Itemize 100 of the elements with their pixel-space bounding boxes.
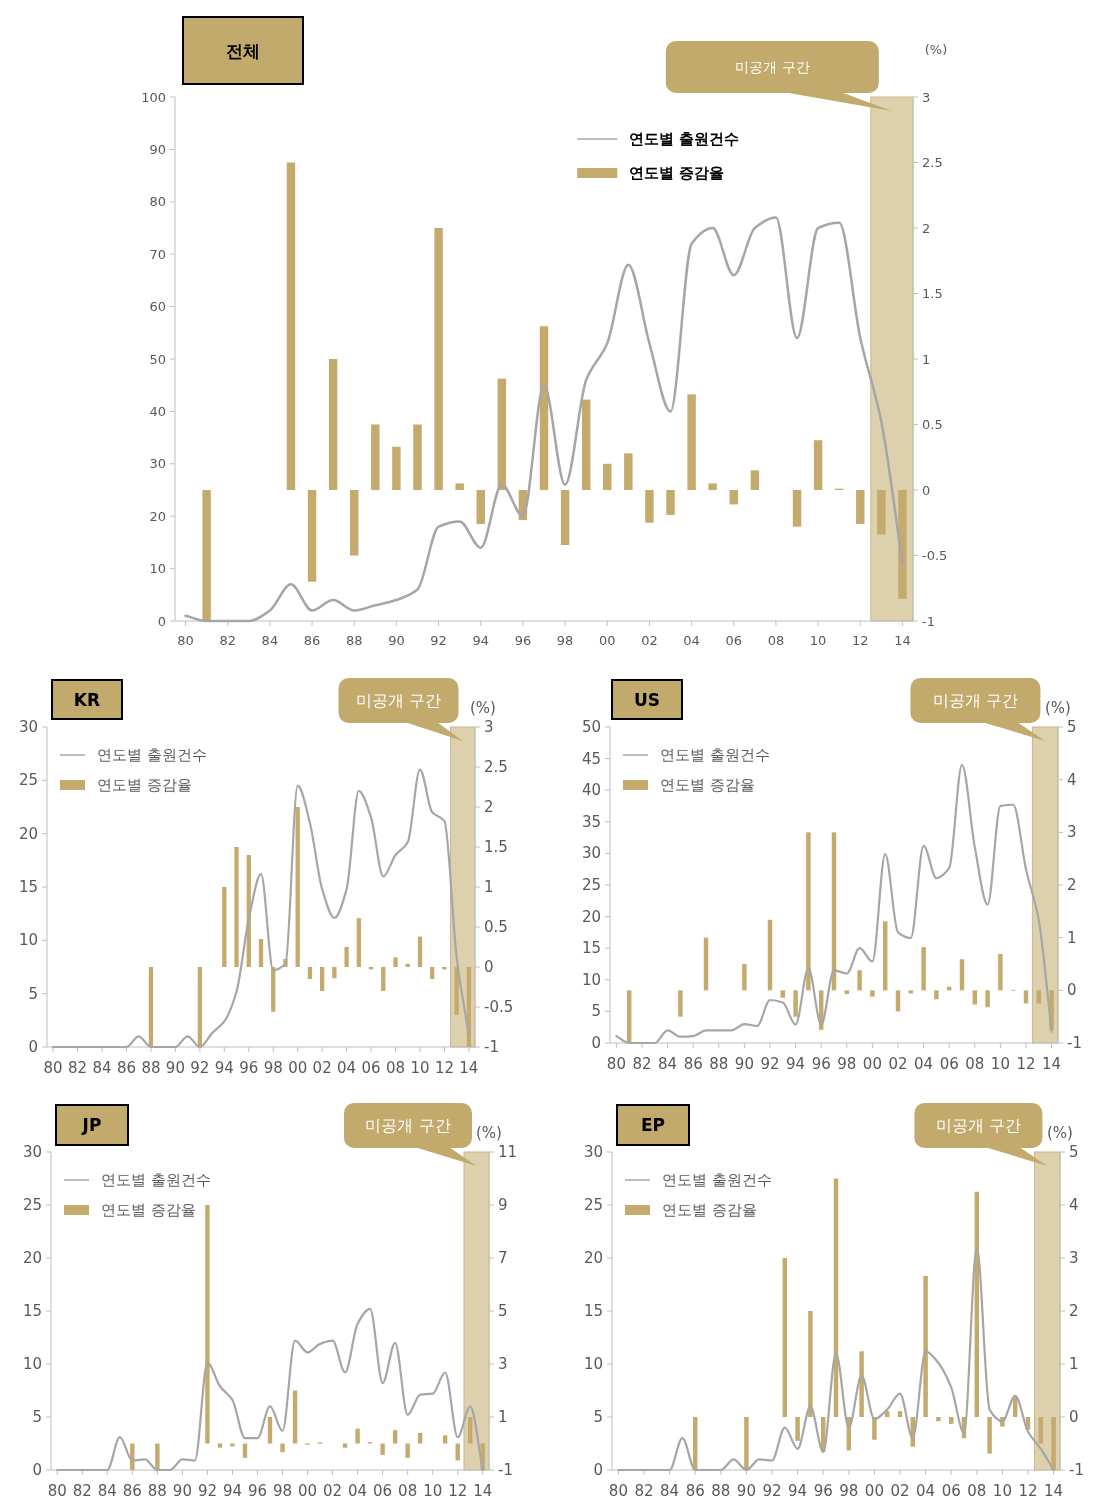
x-tick-label: 08 [385, 1059, 406, 1077]
bar [898, 490, 907, 599]
y2-tick-label: 0 [1069, 1408, 1079, 1426]
band-label: 미공개 구간 [365, 1116, 451, 1135]
x-tick-label: 86 [122, 1482, 142, 1500]
x-tick-label: 02 [890, 1482, 910, 1500]
x-tick-label: 84 [658, 1055, 678, 1073]
x-tick-label: 84 [261, 632, 279, 648]
x-tick-label: 86 [303, 632, 321, 648]
y2-tick-label: 5 [498, 1302, 508, 1320]
legend-label: 연도별 출원건수 [629, 130, 740, 148]
x-tick-label: 06 [361, 1059, 381, 1077]
x-tick-label: 06 [941, 1482, 961, 1500]
x-tick-label: 00 [862, 1055, 882, 1073]
bar [292, 1390, 298, 1444]
y-tick-label: 10 [583, 1355, 603, 1373]
x-tick-label: 98 [263, 1059, 283, 1077]
bar [443, 1435, 448, 1444]
y2-tick-label: 0 [484, 958, 494, 976]
y-tick-label: 15 [583, 1302, 603, 1320]
x-tick-label: 80 [177, 632, 194, 648]
x-tick-label: 90 [734, 1055, 754, 1073]
y2-tick-label: 1 [1069, 1355, 1079, 1373]
bar [948, 1417, 954, 1424]
x-tick-label: 10 [990, 1055, 1010, 1073]
bar [808, 1311, 813, 1417]
y2-tick-label: -1 [498, 1461, 513, 1479]
bar [258, 939, 264, 967]
y-tick-label: 30 [581, 844, 601, 863]
bar [678, 990, 683, 1017]
x-tick-label: 88 [345, 632, 363, 648]
legend-label: 연도별 증감율 [662, 1201, 757, 1219]
bar [497, 378, 507, 490]
y-tick-label: 0 [591, 1034, 601, 1052]
y-tick-label: 20 [149, 508, 166, 524]
x-tick-label: 12 [448, 1482, 468, 1500]
y2-tick-label: 0.5 [922, 417, 943, 432]
x-tick-label: 12 [1016, 1055, 1036, 1073]
x-tick-label: 82 [219, 632, 236, 648]
bar [877, 490, 886, 535]
x-tick-label: 88 [147, 1482, 167, 1500]
bar [792, 490, 802, 527]
x-tick-label: 12 [434, 1059, 454, 1077]
legend-label: 연도별 출원건수 [662, 1171, 772, 1189]
bar [1036, 990, 1042, 1004]
y2-tick-label: 2 [922, 220, 931, 236]
chart-title: EP [640, 1115, 666, 1135]
bar [708, 483, 717, 490]
bar [857, 970, 862, 991]
bar [560, 490, 570, 546]
bar [417, 936, 423, 967]
y-tick-label: 80 [149, 194, 166, 210]
legend-label: 연도별 증감율 [97, 776, 192, 794]
x-tick-label: 12 [852, 632, 869, 648]
legend-label: 연도별 증감율 [629, 164, 725, 182]
x-tick-label: 80 [47, 1482, 67, 1500]
band-label: 미공개 구간 [356, 691, 442, 710]
y-tick-label: 25 [22, 1196, 42, 1214]
bar [455, 483, 464, 490]
y-tick-label: 45 [581, 749, 601, 768]
x-tick-label: 08 [767, 632, 785, 648]
x-tick-label: 14 [1044, 1482, 1064, 1500]
line-series [617, 1246, 1055, 1472]
bar [286, 162, 296, 490]
bar [393, 957, 398, 967]
x-tick-label: 02 [888, 1055, 908, 1073]
y2-tick-label: 1 [1067, 928, 1077, 947]
bar [380, 1443, 385, 1455]
x-tick-label: 82 [632, 1055, 652, 1073]
bar [295, 807, 300, 967]
y2-tick-label: 3 [1067, 823, 1077, 842]
y-tick-label: 50 [149, 351, 166, 367]
x-tick-label: 90 [172, 1482, 192, 1500]
x-tick-label: 86 [116, 1059, 137, 1077]
bar [234, 847, 239, 967]
x-tick-label: 80 [606, 1055, 626, 1073]
y-tick-label: 5 [593, 1408, 603, 1426]
bar [921, 947, 926, 991]
x-tick-label: 06 [725, 632, 743, 648]
y2-tick-label: 3 [484, 718, 494, 736]
y2-axis-title: (%) [476, 1124, 502, 1142]
x-tick-label: 10 [410, 1059, 430, 1077]
x-tick-label: 04 [337, 1059, 357, 1077]
x-tick-label: 00 [864, 1482, 884, 1500]
x-tick-label: 04 [683, 632, 700, 648]
x-tick-label: 98 [839, 1482, 859, 1500]
bar [793, 990, 798, 1017]
y2-axis-title: (%) [1045, 699, 1071, 717]
x-tick-label: 14 [1042, 1055, 1062, 1073]
bar [148, 967, 154, 1047]
bar [813, 440, 823, 490]
x-tick-label: 14 [894, 632, 911, 648]
bar [581, 399, 591, 490]
bar [430, 967, 435, 979]
x-tick-label: 14 [473, 1482, 493, 1500]
x-tick-label: 82 [634, 1482, 654, 1500]
x-tick-label: 10 [423, 1482, 443, 1500]
bar [806, 832, 811, 991]
bar [392, 446, 401, 490]
x-tick-label: 86 [683, 1055, 703, 1073]
